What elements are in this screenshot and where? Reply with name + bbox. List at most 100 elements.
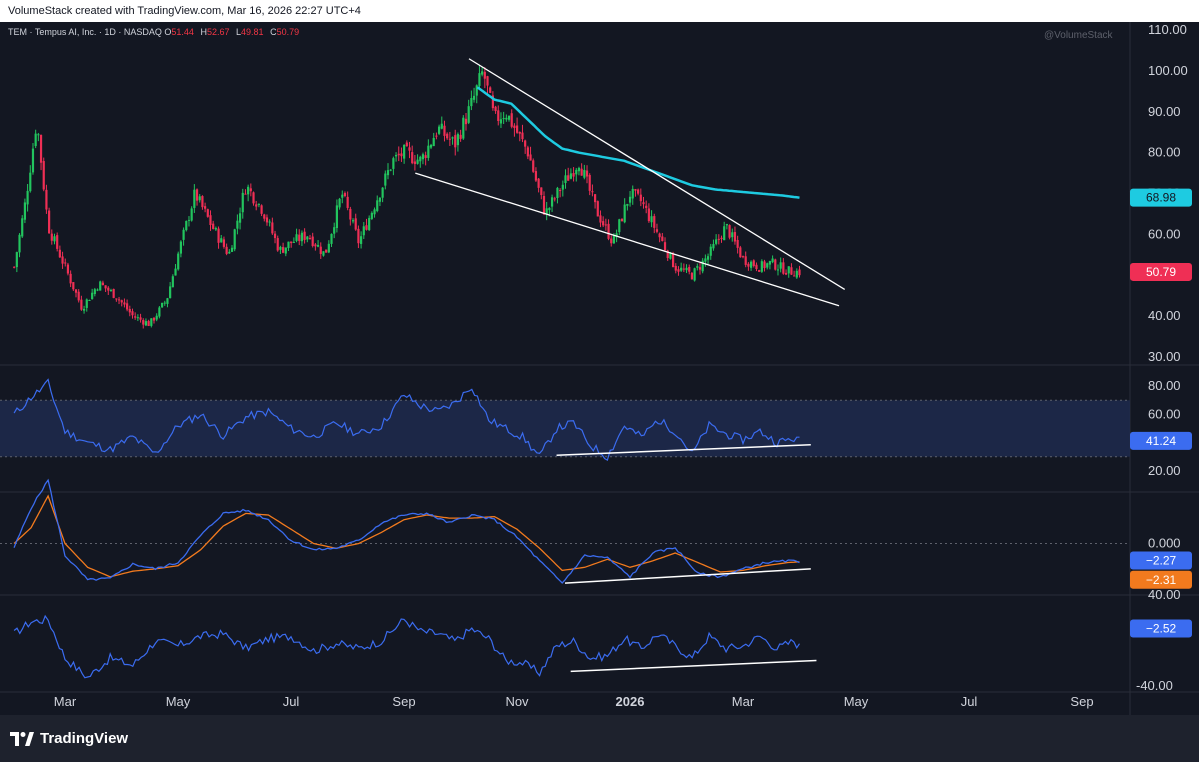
- candle-body: [419, 156, 422, 162]
- candle-body: [470, 98, 473, 107]
- candle-body: [774, 259, 777, 270]
- candle-body: [674, 265, 677, 271]
- price-axis-tick: 80.00: [1148, 145, 1181, 160]
- candle-body: [451, 137, 454, 139]
- candle-body: [728, 225, 731, 238]
- candle-body: [327, 243, 330, 253]
- rsi-axis-tick: 60.00: [1148, 406, 1181, 421]
- macd-signal-value-tag: −2.31: [1146, 573, 1177, 587]
- macd-line: [13, 478, 800, 584]
- candle-body: [472, 95, 476, 100]
- time-axis-label: Mar: [732, 694, 755, 709]
- candle-body: [486, 76, 489, 86]
- candle-body: [244, 193, 247, 195]
- candle-body: [23, 202, 27, 220]
- candle-body: [222, 239, 226, 247]
- candle-body: [787, 266, 790, 274]
- candle-body: [715, 239, 718, 244]
- candle-body: [437, 126, 441, 134]
- candle-body: [540, 187, 543, 196]
- candle-body: [21, 218, 24, 237]
- candle-body: [249, 188, 252, 192]
- legend-low-label: L: [236, 27, 242, 37]
- candle-body: [354, 218, 357, 230]
- time-axis-label: Mar: [54, 694, 77, 709]
- candle-body: [677, 269, 680, 272]
- candle-body: [421, 154, 425, 160]
- candle-body: [330, 233, 333, 244]
- candle-body: [518, 131, 521, 134]
- chart-canvas[interactable]: 110.00100.0090.0080.0070.0060.0050.0040.…: [0, 22, 1199, 715]
- legend-high-value: 52.67: [206, 27, 230, 37]
- candle-body: [74, 289, 78, 293]
- candle-body: [782, 262, 785, 274]
- candle-body: [658, 233, 661, 238]
- tradingview-logo-icon: [10, 731, 34, 746]
- time-axis-label: Jul: [961, 694, 978, 709]
- oscillator-value-tag: −2.52: [1146, 622, 1177, 636]
- candle-body: [56, 235, 59, 249]
- candle-body: [311, 236, 314, 246]
- candle-body: [413, 161, 416, 165]
- moving-average-value-tag-bg: [1130, 188, 1192, 207]
- candle-body: [701, 260, 704, 272]
- candle-body: [596, 201, 599, 217]
- candle-body: [448, 138, 451, 140]
- candle-body: [392, 158, 395, 169]
- candle-body: [494, 106, 497, 112]
- candle-body: [634, 189, 637, 191]
- candle-body: [626, 203, 629, 206]
- candle-body: [720, 237, 723, 239]
- candle-body: [502, 118, 505, 120]
- candle-body: [230, 247, 234, 252]
- candle-body: [306, 236, 309, 240]
- candle-body: [680, 267, 683, 271]
- candle-body: [91, 292, 94, 300]
- last-price-tag: 50.79: [1146, 265, 1176, 279]
- macd-value-tag-bg: [1130, 551, 1192, 570]
- candle-body: [610, 238, 613, 244]
- candle-body: [585, 170, 589, 177]
- candle-body: [308, 238, 312, 240]
- candle-body: [45, 189, 48, 210]
- candle-body: [666, 250, 669, 259]
- candle-body: [739, 247, 742, 258]
- candle-body: [136, 317, 139, 319]
- candle-body: [26, 190, 29, 205]
- chart-frame[interactable]: 110.00100.0090.0080.0070.0060.0050.0040.…: [0, 22, 1199, 715]
- wedge-trendline-upper: [468, 58, 846, 291]
- macd-divergence-line: [564, 568, 811, 584]
- candle-body: [177, 253, 180, 270]
- candle-body: [696, 266, 699, 268]
- candle-body: [766, 263, 769, 268]
- tradingview-logo[interactable]: TradingView: [10, 730, 128, 747]
- candle-body: [48, 210, 51, 234]
- candle-body: [631, 188, 634, 199]
- candle-body: [712, 244, 715, 249]
- candle-body: [400, 153, 403, 157]
- time-axis-label: Sep: [1070, 694, 1093, 709]
- candle-body: [545, 208, 548, 215]
- candle-body: [459, 134, 462, 139]
- candle-body: [268, 221, 271, 223]
- candle-body: [185, 220, 188, 231]
- candle-body: [370, 212, 373, 219]
- candle-body: [295, 234, 298, 241]
- candle-body: [349, 208, 352, 220]
- candle-body: [64, 262, 67, 264]
- candle-body: [13, 266, 16, 268]
- chart-credit-bar: VolumeStack created with TradingView.com…: [0, 0, 1199, 22]
- candle-body: [152, 317, 156, 321]
- candle-body: [655, 229, 659, 232]
- candle-body: [247, 186, 250, 195]
- candle-body: [15, 252, 18, 268]
- candle-body: [768, 261, 772, 265]
- candle-body: [128, 308, 131, 313]
- candle-body: [717, 238, 720, 240]
- legend-high-label: H: [200, 27, 207, 37]
- candle-body: [741, 256, 745, 258]
- candle-body: [241, 192, 244, 213]
- candle-body: [300, 232, 304, 242]
- candle-body: [456, 134, 460, 146]
- time-axis-label: May: [166, 694, 191, 709]
